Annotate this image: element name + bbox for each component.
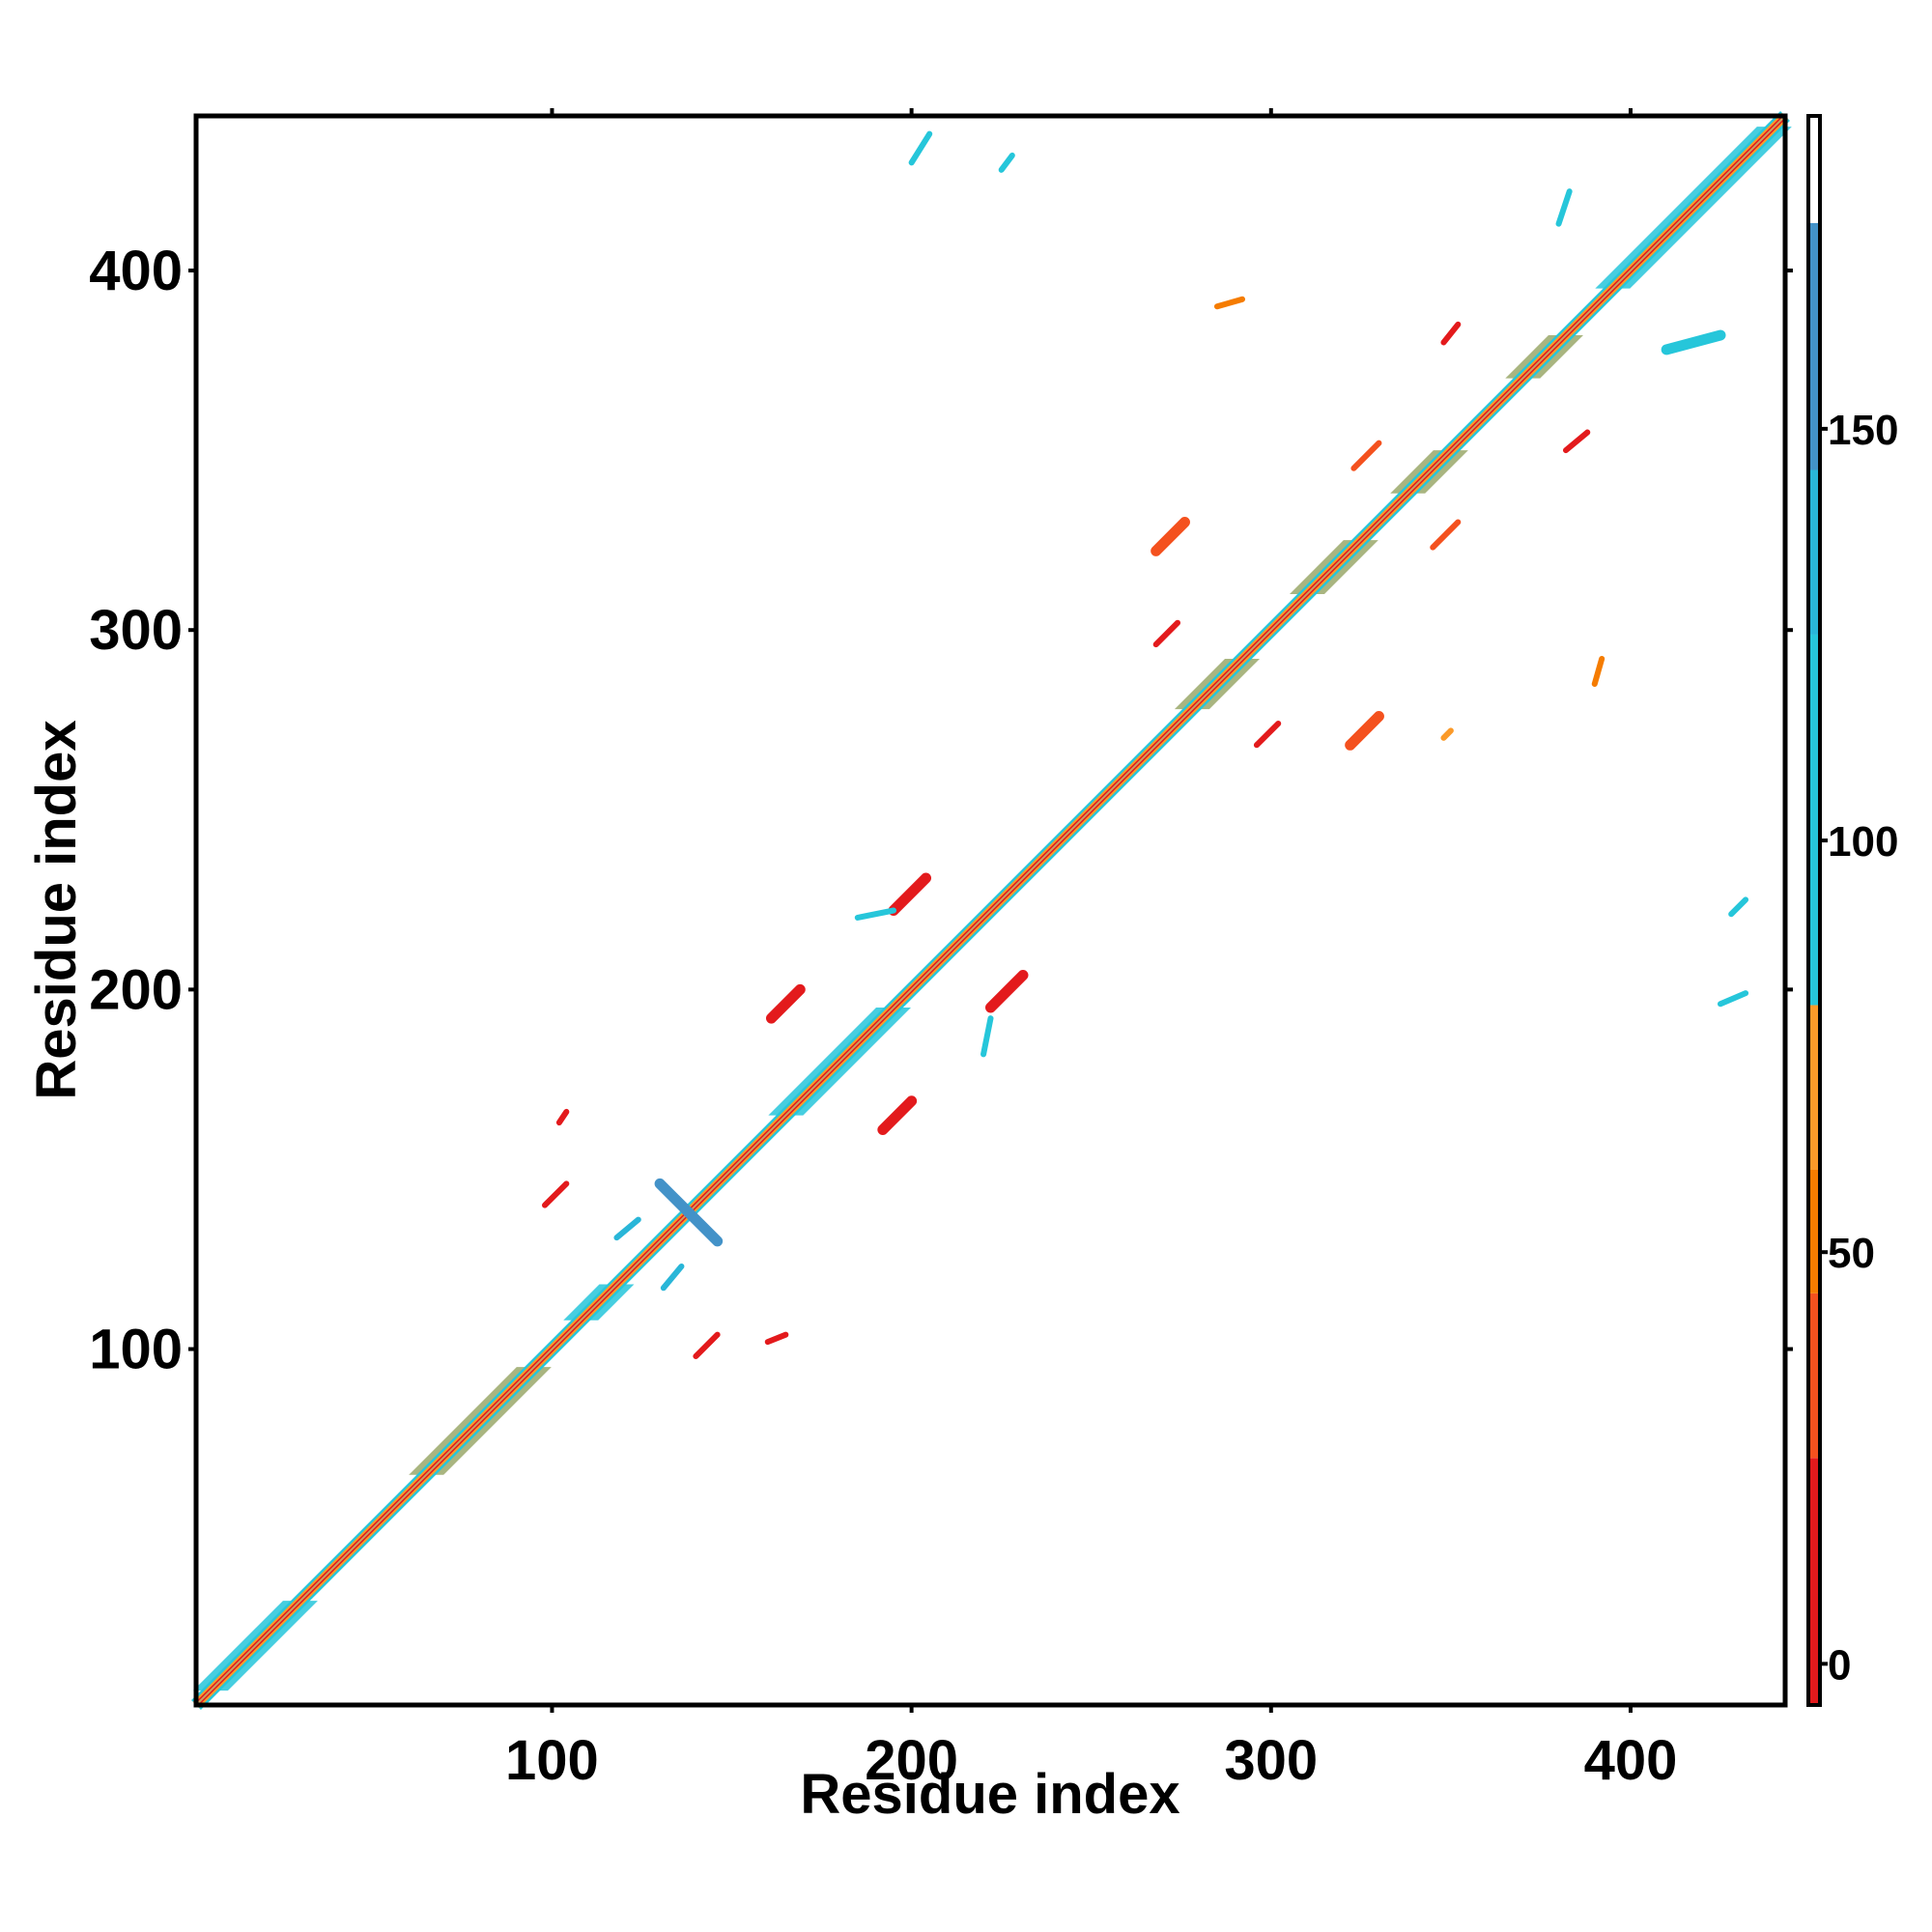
contact-patch	[998, 152, 1015, 173]
contact-patch	[1555, 188, 1573, 227]
contact-patch	[1440, 321, 1462, 346]
y-tick-label: 100	[89, 1319, 183, 1381]
colorbar-band	[1808, 222, 1820, 470]
colorbar-tick-label: 150	[1828, 407, 1898, 454]
x-axis: 100 200 300 400	[505, 108, 1677, 1792]
contact-patch	[877, 1095, 918, 1136]
colorbar-band	[1808, 1293, 1820, 1459]
y-axis: 100 200 300 400	[89, 240, 1793, 1381]
contact-patch	[1661, 329, 1726, 355]
x-tick-label: 400	[1584, 1729, 1678, 1792]
contact-patch	[613, 1216, 641, 1241]
contact-patch	[1345, 711, 1384, 751]
contact-patch	[854, 907, 897, 921]
x-tick-label: 100	[505, 1729, 599, 1792]
contact-patch	[908, 130, 933, 166]
contact-patch	[1591, 655, 1605, 688]
colorbar: 0 50 100 150	[1806, 114, 1898, 1707]
colorbar-band	[1808, 116, 1820, 223]
contact-patch	[1562, 429, 1591, 454]
contact-patch	[1253, 720, 1282, 749]
plot-frame	[193, 113, 1788, 1708]
colorbar-band	[1808, 1458, 1820, 1705]
contact-patch	[1718, 990, 1749, 1008]
colorbar-band	[1808, 634, 1820, 1006]
colorbar-band	[1808, 469, 1820, 635]
y-axis-title: Residue index	[25, 720, 88, 1099]
colorbar-band	[1808, 1169, 1820, 1293]
contact-patch	[542, 1180, 570, 1208]
colorbar-tick-label: 100	[1828, 818, 1898, 866]
colorbar-tick-label: 50	[1828, 1230, 1875, 1277]
contact-patch	[1350, 440, 1382, 471]
contact-patch	[888, 872, 932, 916]
contact-patch	[764, 1331, 789, 1346]
colorbar-tick-label: 0	[1828, 1641, 1851, 1689]
contact-patch	[1213, 296, 1246, 310]
contact-patch	[985, 969, 1029, 1013]
contact-patch	[693, 1331, 721, 1359]
contact-patch	[660, 1263, 685, 1292]
contact-patch	[1430, 519, 1462, 551]
contact-patch	[980, 1015, 994, 1058]
contact-patch	[555, 1108, 570, 1126]
colorbar-frame	[1806, 114, 1822, 1707]
x-tick-label: 200	[865, 1729, 958, 1792]
y-tick-label: 300	[89, 599, 183, 662]
y-tick-label: 400	[89, 240, 183, 302]
contact-patch	[1152, 619, 1181, 648]
contact-patch	[1440, 727, 1454, 741]
x-tick-label: 300	[1224, 1729, 1318, 1792]
contact-patch	[654, 1178, 724, 1247]
contact-patch	[1151, 517, 1190, 556]
x-axis-title: Residue index	[800, 1763, 1179, 1826]
diagonal-band	[195, 115, 1786, 1706]
contact-patch	[1728, 896, 1749, 918]
colorbar-band	[1808, 1005, 1820, 1170]
plot-area	[191, 111, 1792, 1710]
y-tick-label: 200	[89, 958, 183, 1021]
contact-patch	[765, 983, 806, 1024]
